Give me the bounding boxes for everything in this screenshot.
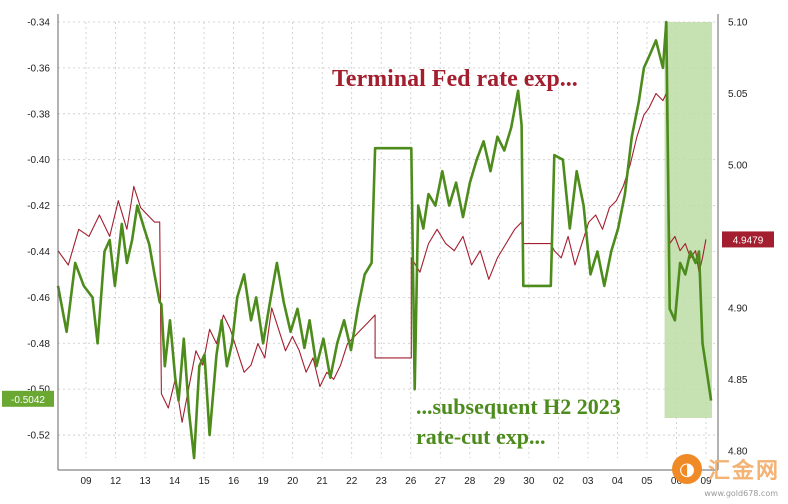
x-tick-label: 04: [612, 476, 624, 487]
x-tick-label: 30: [523, 476, 535, 487]
grid: [58, 21, 718, 458]
left-tick-label: -0.34: [27, 18, 50, 29]
x-tick-label: 14: [169, 476, 181, 487]
last-value-right-box: [722, 231, 774, 248]
left-tick-label: -0.44: [27, 247, 50, 258]
left-tick-label: -0.48: [27, 339, 50, 350]
right-tick-label: 5.10: [728, 18, 748, 29]
last-value-right: 4.9479: [733, 235, 764, 246]
x-tick-label: 12: [110, 476, 122, 487]
x-tick-label: 21: [317, 476, 329, 487]
watermark-name: 汇金网: [708, 459, 781, 484]
x-tick-label: 02: [553, 476, 565, 487]
right-tick-label: 5.05: [728, 89, 748, 100]
left-tick-label: -0.42: [27, 201, 50, 212]
x-tick-label: 09: [700, 476, 712, 487]
left-tick-label: -0.50: [27, 385, 50, 396]
x-tick-label: 26: [405, 476, 417, 487]
x-tick-label: 19: [258, 476, 270, 487]
x-tick-label: 06: [671, 476, 683, 487]
x-tick-label: 27: [435, 476, 447, 487]
series-layer: [56, 20, 713, 460]
watermark-url: www.gold678.com: [704, 489, 778, 498]
x-tick-label: 23: [376, 476, 388, 487]
x-tick-label: 05: [641, 476, 653, 487]
x-tick-label: 15: [199, 476, 211, 487]
x-tick-label: 03: [582, 476, 594, 487]
series-line-green: [56, 20, 713, 460]
annotation-subsequent: ...subsequent H2 2023: [416, 394, 621, 419]
left-tick-label: -0.36: [27, 63, 50, 74]
left-tick-label: -0.52: [27, 431, 50, 442]
x-tick-label: 22: [346, 476, 358, 487]
last-value-left-box: [2, 390, 54, 407]
right-tick-label: 4.80: [728, 446, 748, 457]
right-tick-label: 4.85: [728, 375, 748, 386]
x-tick-label: 13: [139, 476, 151, 487]
right-tick-label: 5.00: [728, 160, 748, 171]
left-tick-label: -0.40: [27, 155, 50, 166]
x-tick-label: 28: [464, 476, 476, 487]
x-tick-label: 20: [287, 476, 299, 487]
x-tick-label: 09: [80, 476, 92, 487]
annotation-terminal-rate: Terminal Fed rate exp...: [332, 66, 578, 92]
last-value-left: -0.5042: [11, 395, 45, 406]
x-tick-label: 16: [228, 476, 240, 487]
left-tick-label: -0.38: [27, 109, 50, 120]
axis-layer: -0.34 -0.36 -0.38 -0.40 -0.42 -0.44 -0.46 -0.48…: [27, 14, 748, 487]
left-tick-label: -0.46: [27, 293, 50, 304]
gold-app-icon: ◑: [672, 454, 702, 484]
x-tick-label: 29: [494, 476, 506, 487]
annotation-rate-cut: rate-cut exp...: [416, 424, 546, 449]
right-tick-label: 4.90: [728, 303, 748, 314]
watermark: ◑ 汇金网: [672, 452, 782, 486]
label-layer: -0.5042 4.9479: [2, 231, 774, 407]
series-line-red: [57, 92, 707, 423]
